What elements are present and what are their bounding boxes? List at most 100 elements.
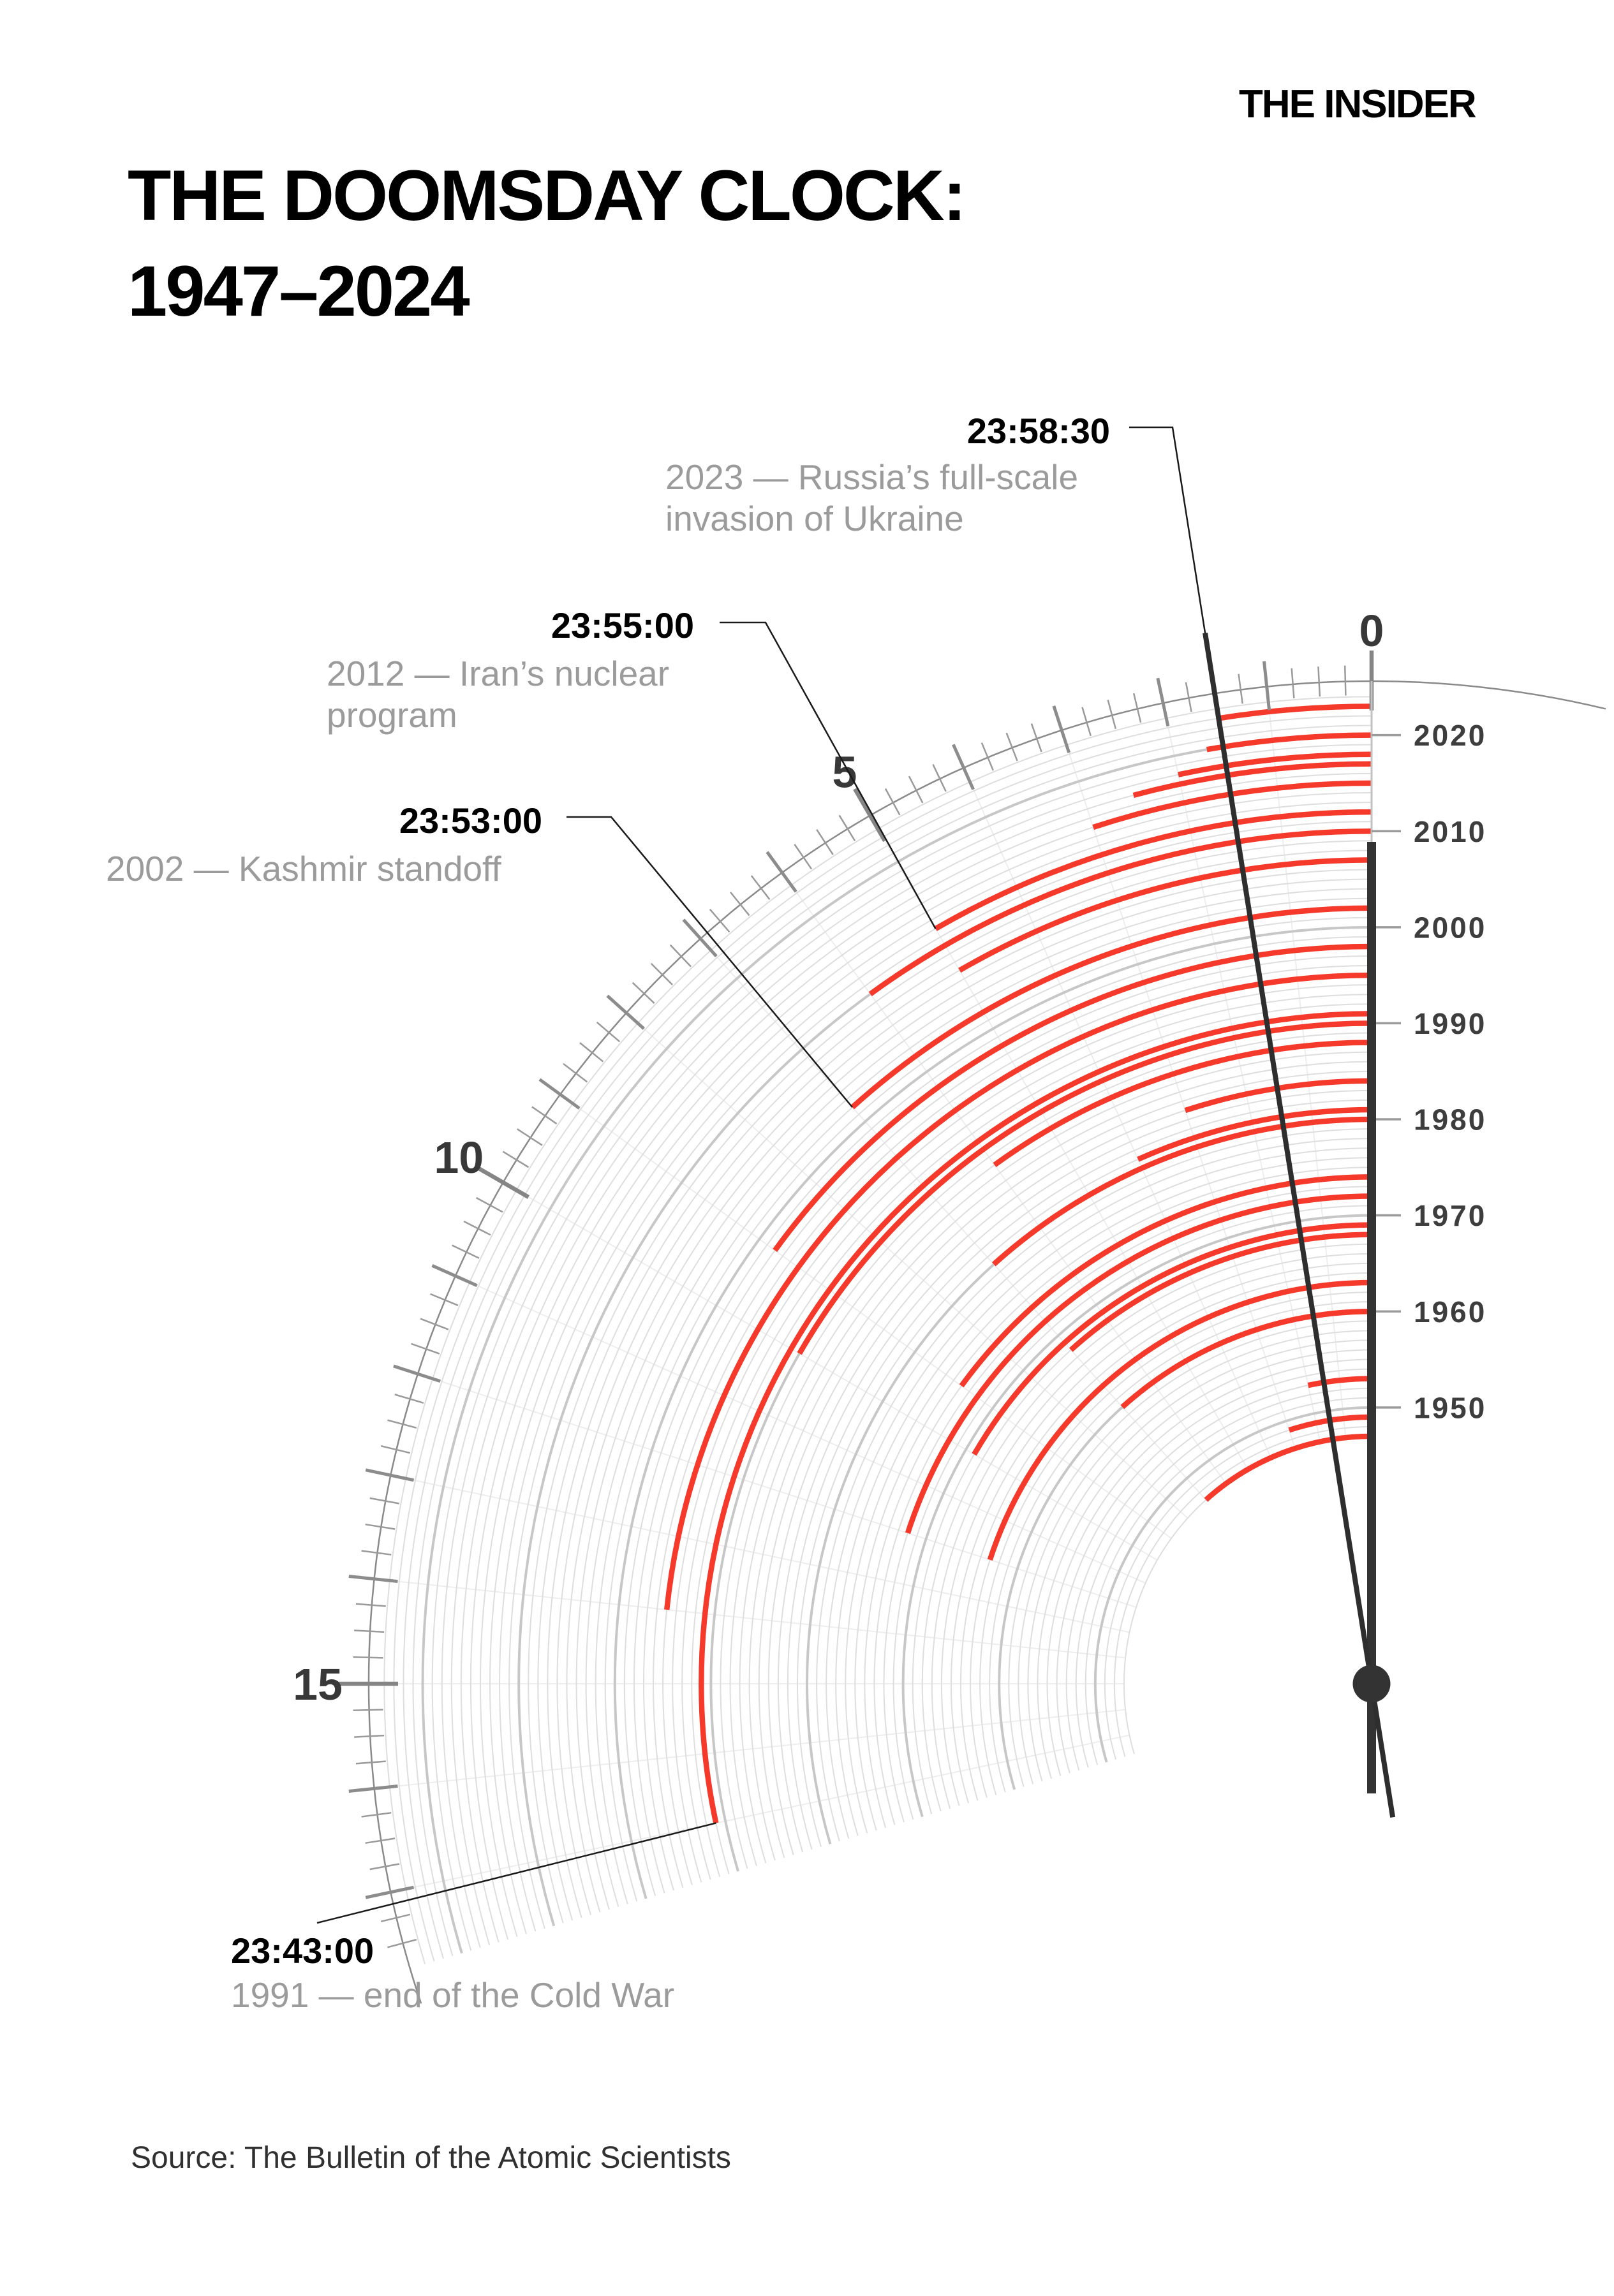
- tick-1min-2: [1156, 677, 1170, 727]
- setting-arc-1947: [1204, 1433, 1372, 1502]
- year-ring-1985: [758, 1070, 1372, 1858]
- year-ring-2022: [403, 715, 1372, 1959]
- year-ring-1953: [1065, 1378, 1372, 1771]
- year-ring-2005: [566, 878, 1372, 1913]
- source-note: Source: The Bulletin of the Atomic Scien…: [131, 2141, 731, 2175]
- tick-15s-4.5: [908, 776, 924, 804]
- tick-15s-14.75: [353, 1656, 383, 1659]
- tick-1min-14: [348, 1575, 398, 1584]
- decade-label-2000: 2000: [1414, 911, 1486, 944]
- tick-15s-12.5: [387, 1419, 417, 1429]
- tick-15s-9.25: [531, 1106, 558, 1125]
- year-ring-1947: [1123, 1436, 1372, 1755]
- minute-label-0: 0: [1359, 606, 1384, 656]
- year-ring-1983: [777, 1089, 1372, 1853]
- tick-1min-16: [348, 1784, 398, 1793]
- tick-15s-14.5: [354, 1630, 385, 1633]
- decade-label-1990: 1990: [1414, 1007, 1486, 1040]
- tick-15s-2.75: [1081, 707, 1092, 737]
- year-ring-1965: [950, 1262, 1372, 1804]
- tick-1min-17: [365, 1885, 415, 1899]
- minute-spoke-14: [389, 1580, 1126, 1659]
- year-ring-2021: [412, 725, 1372, 1957]
- tick-1min-6: [766, 851, 797, 893]
- year-ring-1989: [720, 1032, 1372, 1869]
- tick-15s-12.75: [380, 1445, 411, 1454]
- clock-pivot-dot: [1352, 1665, 1391, 1703]
- tick-15s-7.75: [632, 982, 655, 1004]
- tick-15s-3.5: [1005, 732, 1018, 762]
- year-ring-1996: [653, 965, 1372, 1888]
- year-ring-1948: [1113, 1425, 1372, 1757]
- connector-a2002: [566, 816, 854, 1108]
- publisher-logo: THE INSIDER: [1239, 82, 1477, 126]
- connector-a1991: [316, 1822, 716, 1924]
- year-ring-2009: [528, 840, 1372, 1924]
- connector-a2012: [720, 621, 937, 929]
- year-ring-2018: [441, 753, 1372, 1948]
- tick-15s-9.5: [516, 1128, 543, 1146]
- tick-15s-8.25: [596, 1021, 621, 1043]
- year-ring-1986: [748, 1061, 1372, 1861]
- tick-15s-7.25: [669, 944, 692, 968]
- year-ring-1956: [1037, 1349, 1372, 1779]
- year-ring-1977: [835, 1147, 1372, 1836]
- setting-arc-1995: [663, 972, 1372, 1610]
- year-ring-1954: [1056, 1368, 1372, 1774]
- setting-arc-2023: [1218, 703, 1372, 721]
- tick-15s-4.25: [932, 764, 947, 792]
- year-ring-1992: [691, 1003, 1372, 1877]
- annotation-2012-desc: 2012 — Iran’s nuclear program: [327, 654, 670, 735]
- tick-15s-4.75: [884, 788, 901, 816]
- tick-15s-16.75: [369, 1863, 400, 1871]
- decade-label-2010: 2010: [1414, 815, 1486, 848]
- tick-15s-0.75: [1291, 668, 1295, 698]
- year-ring-1971: [892, 1205, 1372, 1820]
- setting-arc-1968: [1069, 1232, 1372, 1352]
- tick-15s-10.75: [452, 1244, 480, 1259]
- year-ring-2017: [450, 763, 1372, 1945]
- year-ring-2003: [585, 897, 1372, 1908]
- tick-15s-8.5: [579, 1042, 604, 1063]
- tick-15s-6.25: [750, 875, 771, 901]
- year-ring-1962: [979, 1292, 1372, 1795]
- minute-spoke-13: [405, 1478, 1130, 1633]
- tick-15s-14.25: [355, 1603, 386, 1607]
- setting-arc-2020: [1206, 732, 1372, 753]
- year-ring-2016: [460, 772, 1372, 1943]
- year-ring-1982: [787, 1099, 1372, 1850]
- year-ring-2023: [393, 705, 1372, 1962]
- year-ring-1987: [739, 1051, 1372, 1864]
- tick-15s-0.5: [1317, 666, 1321, 697]
- minute-hand: [1203, 632, 1396, 1818]
- year-ring-2011: [508, 821, 1372, 1929]
- decade-ring-1950: [1093, 1406, 1372, 1763]
- annotation-2023-time: 23:58:30: [966, 411, 1110, 451]
- tick-15s-17.5: [387, 1938, 417, 1948]
- connector-a2023: [1129, 426, 1206, 633]
- tick-15s-1.25: [1238, 673, 1243, 704]
- year-ring-2008: [537, 850, 1372, 1921]
- annotation-1991-time: 23:43:00: [231, 1931, 374, 1971]
- minute-label-15: 15: [293, 1659, 343, 1709]
- tick-15s-16.5: [365, 1837, 396, 1844]
- minute-spoke-11: [469, 1281, 1146, 1584]
- tick-15s-12.25: [394, 1394, 424, 1404]
- tick-15s-11.25: [430, 1293, 459, 1306]
- tick-15s-9.75: [502, 1151, 529, 1168]
- tick-15s-10.25: [475, 1196, 503, 1213]
- annotation-2002-time: 23:53:00: [399, 800, 542, 841]
- year-ring-1993: [681, 994, 1372, 1880]
- minute-spoke-7: [710, 950, 1207, 1501]
- tick-1min-7: [682, 918, 718, 957]
- decade-label-1950: 1950: [1414, 1391, 1486, 1424]
- year-ring-1961: [989, 1301, 1372, 1793]
- tick-15s-7.5: [650, 962, 673, 985]
- year-ring-1967: [931, 1243, 1372, 1809]
- tick-15s-6.75: [709, 908, 730, 933]
- tick-15s-17.25: [380, 1913, 411, 1923]
- year-ring-1963: [970, 1282, 1372, 1798]
- setting-arc-1963: [987, 1279, 1372, 1561]
- setting-arc-2007: [958, 857, 1372, 973]
